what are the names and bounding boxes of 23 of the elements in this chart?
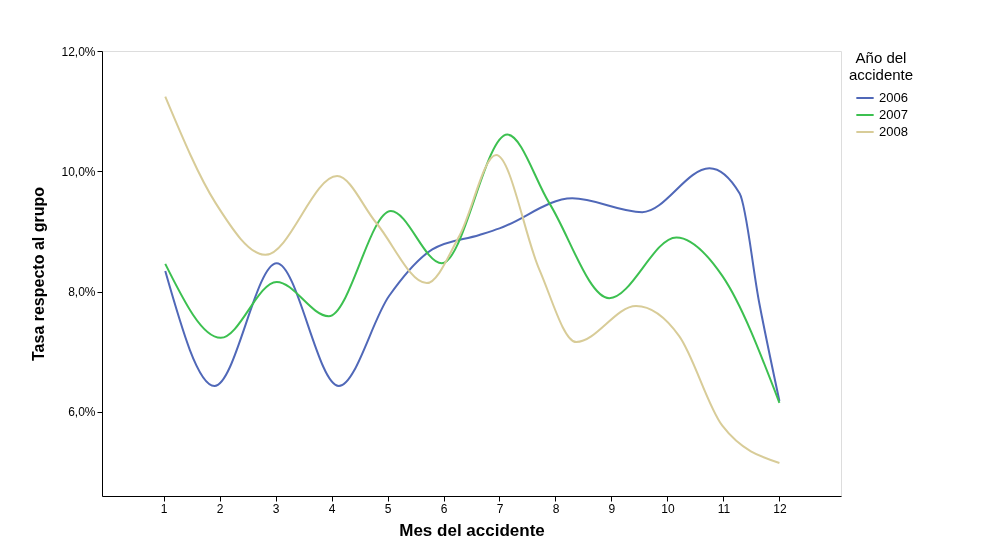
y-tick-label: 6,0%	[68, 405, 96, 420]
y-axis-title: Tasa respecto al grupo	[30, 186, 48, 361]
y-tick-label: 8,0%	[68, 285, 96, 300]
legend-label: 2007	[879, 107, 908, 122]
y-tick-label: 10,0%	[61, 164, 96, 179]
line-series	[164, 95, 781, 464]
x-tick-label: 12	[773, 501, 787, 516]
legend-label: 2006	[879, 90, 908, 105]
x-tick-label: 6	[440, 501, 448, 516]
x-tick-label: 11	[717, 501, 731, 516]
x-tick-label: 9	[608, 501, 616, 516]
y-tick-label: 12,0%	[61, 44, 96, 59]
legend-title: Año del accidente	[848, 49, 914, 83]
x-tick-label: 1	[160, 501, 168, 516]
x-axis-title: Mes del accidente	[399, 520, 545, 540]
x-tick-label: 10	[661, 501, 675, 516]
x-tick-label: 2	[216, 501, 224, 516]
x-tick-label: 5	[384, 501, 392, 516]
x-tick-label: 3	[272, 501, 280, 516]
x-tick-label: 7	[496, 501, 504, 516]
x-tick-label: 8	[552, 501, 560, 516]
legend-label: 2008	[879, 124, 908, 139]
x-tick-label: 4	[328, 501, 336, 516]
